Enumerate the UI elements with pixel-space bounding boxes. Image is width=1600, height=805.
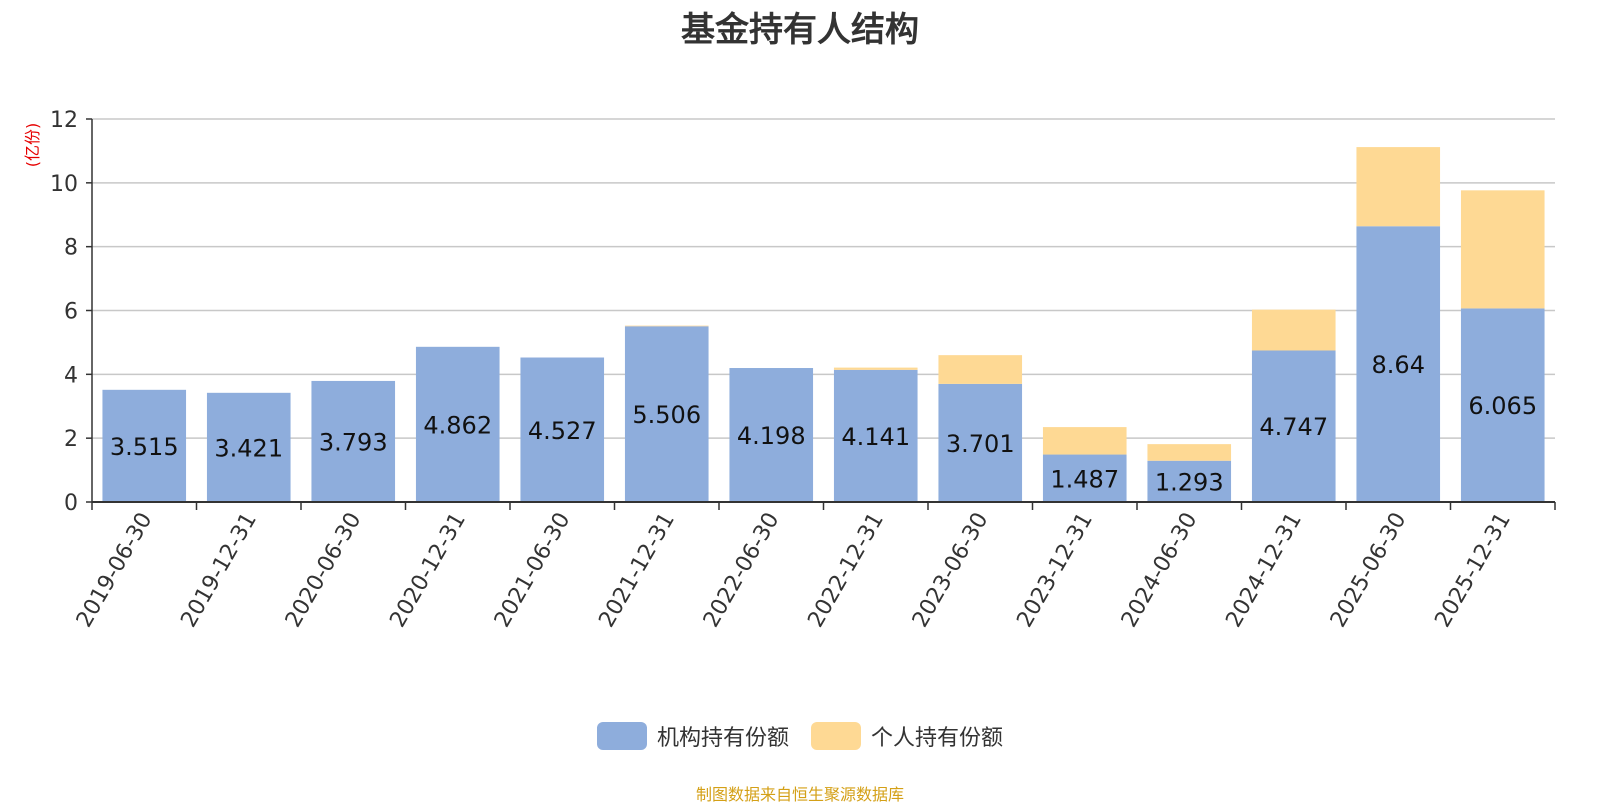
bar-individual[interactable] — [1042, 427, 1127, 455]
bar-institutional[interactable] — [729, 368, 814, 502]
x-tick-label: 2023-06-30 — [908, 509, 994, 632]
bar-institutional[interactable] — [1147, 460, 1232, 502]
bar-institutional[interactable] — [520, 357, 605, 502]
x-tick-label: 2020-06-30 — [281, 509, 367, 632]
x-tick-label: 2019-06-30 — [72, 509, 158, 632]
data-label: 4.527 — [528, 417, 597, 445]
y-tick-label: 2 — [64, 427, 78, 452]
x-tick-label: 2025-12-31 — [1430, 509, 1516, 632]
data-label: 3.793 — [319, 428, 388, 456]
data-label: 4.862 — [423, 411, 492, 439]
data-label: 3.701 — [946, 430, 1015, 458]
x-tick-label: 2024-06-30 — [1117, 509, 1203, 632]
bar-institutional[interactable] — [311, 380, 396, 502]
y-tick-label: 8 — [64, 236, 78, 261]
bar-individual[interactable] — [624, 325, 709, 327]
bar-institutional[interactable] — [938, 383, 1023, 502]
bar-institutional[interactable] — [833, 369, 918, 502]
legend-item-individual[interactable]: 个人持有份额 — [811, 720, 1003, 752]
bar-institutional[interactable] — [624, 326, 709, 502]
y-tick-label: 12 — [50, 108, 78, 133]
data-label: 4.198 — [737, 422, 806, 450]
data-labels: 3.515 3.421 3.793 4.862 4.527 5.506 4.198 4.141… — [110, 351, 1537, 496]
legend: 机构持有份额 个人持有份额 — [0, 720, 1600, 752]
data-label: 4.747 — [1259, 413, 1328, 441]
data-label: 1.487 — [1050, 465, 1119, 493]
legend-label-institutional: 机构持有份额 — [656, 726, 789, 751]
bar-institutional[interactable] — [1356, 226, 1441, 503]
bar-institutional[interactable] — [1042, 454, 1127, 502]
bar-institutional[interactable] — [206, 392, 291, 502]
y-tick-label: 0 — [64, 491, 78, 516]
y-tick-label: 10 — [50, 172, 78, 197]
x-tick-label: 2022-12-31 — [803, 509, 889, 632]
data-label: 8.64 — [1372, 351, 1425, 379]
legend-item-institutional[interactable]: 机构持有份额 — [596, 720, 789, 752]
bar-individual[interactable] — [833, 367, 918, 370]
bars — [102, 147, 1545, 503]
data-label: 3.515 — [110, 433, 179, 461]
x-tick-label: 2020-12-31 — [385, 509, 471, 632]
x-tick-label: 2024-12-31 — [1221, 509, 1307, 632]
bar-individual[interactable] — [1356, 147, 1441, 227]
chart-title: 基金持有人结构 — [681, 10, 919, 50]
bar-individual[interactable] — [938, 355, 1023, 384]
bar-institutional[interactable] — [1251, 350, 1336, 502]
x-tick-label: 2022-06-30 — [699, 509, 785, 632]
y-tick-label: 4 — [64, 363, 78, 388]
legend-swatch-individual — [811, 722, 861, 750]
data-label: 1.293 — [1155, 468, 1224, 496]
x-tick-label: 2023-12-31 — [1012, 509, 1098, 632]
x-tick-label: 2019-12-31 — [176, 509, 262, 632]
x-tick-label: 2025-06-30 — [1326, 509, 1412, 632]
data-label: 3.421 — [214, 434, 283, 462]
bar-institutional[interactable] — [102, 389, 187, 502]
data-label: 5.506 — [632, 401, 701, 429]
y-axis-unit-label: (亿份) — [23, 123, 42, 168]
data-label: 6.065 — [1468, 392, 1537, 420]
x-tick-label: 2021-12-31 — [594, 509, 680, 632]
bar-institutional[interactable] — [1460, 308, 1545, 502]
y-tick-label: 6 — [64, 300, 78, 325]
bar-individual[interactable] — [1147, 444, 1232, 461]
data-label: 4.141 — [841, 423, 910, 451]
bar-individual[interactable] — [1460, 190, 1545, 309]
source-note: 制图数据来自恒生聚源数据库 — [695, 785, 904, 804]
x-tick-label: 2021-06-30 — [490, 509, 576, 632]
bar-institutional[interactable] — [415, 346, 500, 502]
legend-swatch-institutional — [596, 722, 647, 750]
bar-individual[interactable] — [1251, 309, 1336, 351]
legend-label-individual: 个人持有份额 — [871, 726, 1004, 751]
